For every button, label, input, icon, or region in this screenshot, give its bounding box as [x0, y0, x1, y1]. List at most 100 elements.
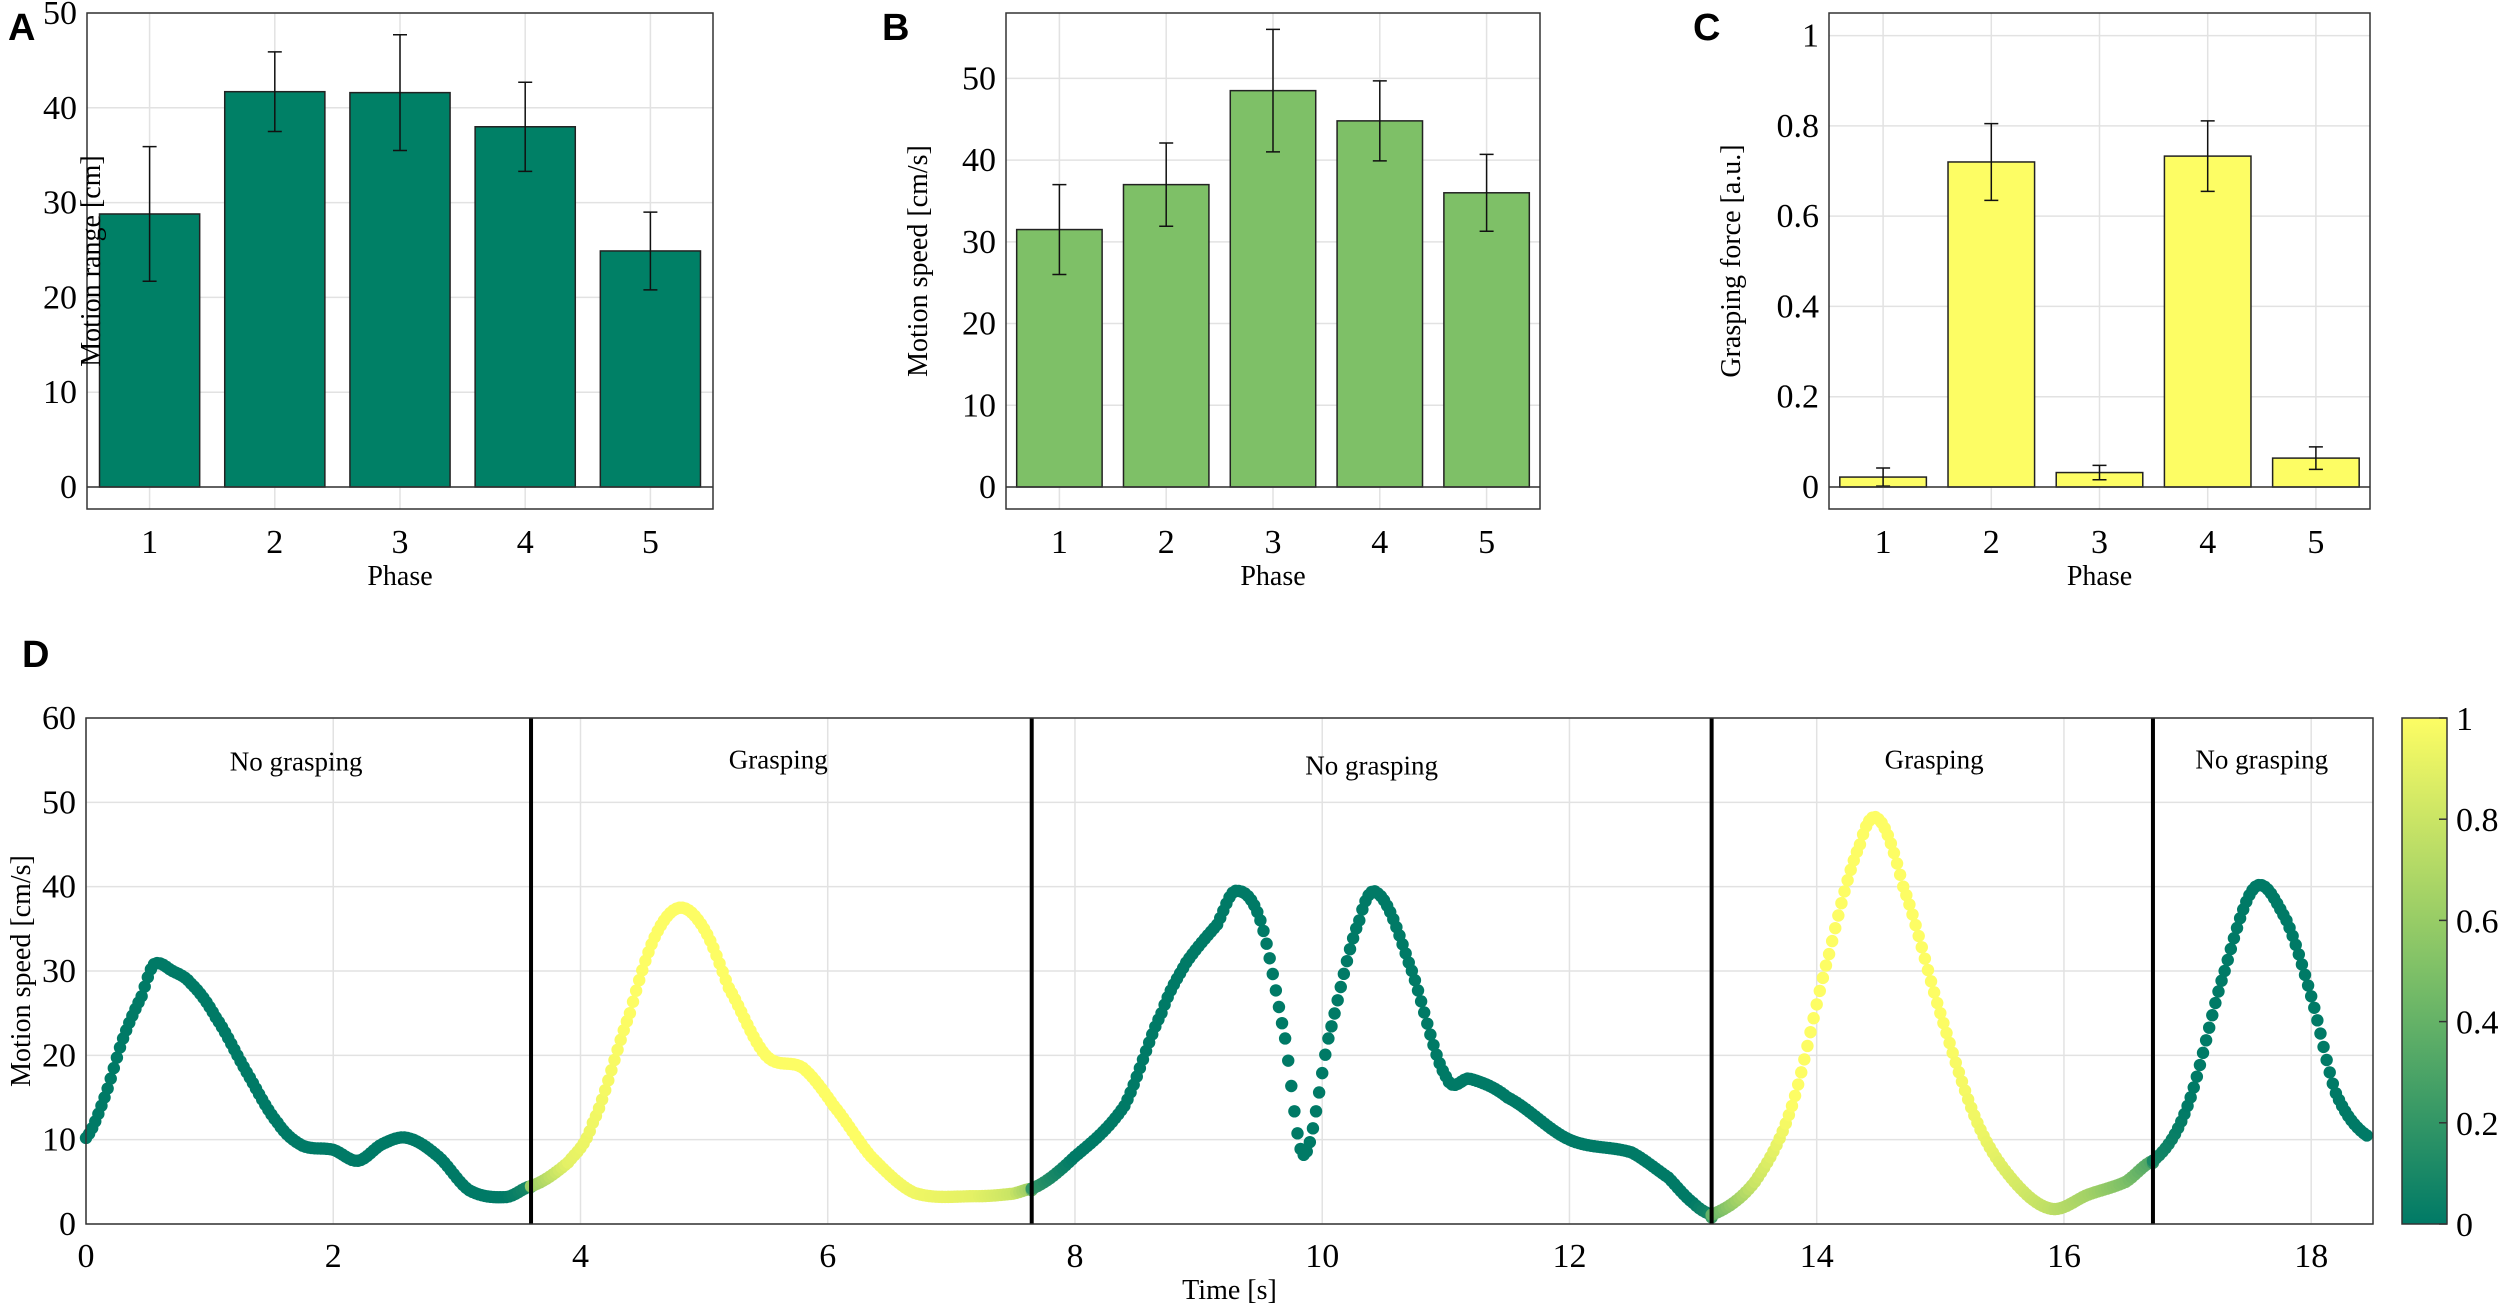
- colorbar-tick-label: 0.8: [2456, 802, 2499, 839]
- speed-point: [1825, 934, 1839, 948]
- error-bar-a-1: [142, 145, 157, 283]
- speed-point: [1275, 1016, 1289, 1030]
- x-tick-label-b: 3: [1265, 524, 1282, 561]
- speed-point: [2304, 990, 2318, 1003]
- speed-point: [1927, 986, 1941, 999]
- colorbar-tick-label: 0.4: [2456, 1005, 2499, 1042]
- x-tick-label-d: 16: [2047, 1238, 2081, 1275]
- y-tick-label-b: 20: [962, 306, 996, 343]
- speed-point: [1269, 984, 1283, 997]
- plot-frame-d: [85, 717, 2374, 1225]
- speed-point: [626, 995, 640, 1008]
- bar-c-2: [1947, 161, 2036, 488]
- speed-point: [2196, 1046, 2210, 1060]
- error-bar-a-5: [643, 211, 658, 291]
- speed-point: [2212, 985, 2225, 998]
- speed-point: [1940, 1026, 1953, 1040]
- speed-point: [1316, 1066, 1329, 1080]
- speed-point: [2323, 1066, 2336, 1079]
- x-tick-label-d: 8: [1066, 1238, 1083, 1275]
- speed-point: [2203, 1021, 2216, 1034]
- x-tick-label-d: 0: [78, 1238, 95, 1275]
- bar-chart-b: 0 10 20 30 40 50 1 2 3 4 5 Phase Motion speed [cm/s]: [903, 12, 1541, 592]
- error-bar-b-5: [1479, 153, 1494, 232]
- speed-point: [1260, 937, 1273, 950]
- speed-point: [623, 1006, 637, 1020]
- speed-point: [1924, 975, 1938, 988]
- speed-point: [138, 980, 151, 993]
- speed-point: [1788, 1089, 1802, 1103]
- error-bar-b-2: [1159, 142, 1174, 228]
- speed-point: [1915, 941, 1928, 954]
- speed-point: [2224, 942, 2238, 956]
- x-tick-label-b: 2: [1158, 524, 1175, 561]
- panel-letter-a: A: [8, 7, 35, 49]
- x-tick-label-d: 14: [1800, 1238, 1834, 1275]
- speed-point: [608, 1053, 621, 1067]
- speed-point: [1266, 967, 1279, 981]
- speed-point: [2326, 1077, 2340, 1090]
- speed-point: [1282, 1054, 1295, 1067]
- bar-a-4: [474, 126, 577, 488]
- bar-b-3: [1229, 89, 1317, 488]
- speed-point: [1319, 1048, 1332, 1061]
- x-tick-label-c: 1: [1875, 524, 1892, 561]
- speed-point: [605, 1064, 618, 1077]
- speed-point: [1312, 1086, 1326, 1099]
- speed-point: [2187, 1081, 2200, 1094]
- speed-point: [595, 1093, 609, 1106]
- speed-point: [2221, 953, 2234, 967]
- speed-point: [614, 1033, 627, 1047]
- speed-point: [1411, 984, 1425, 997]
- speed-point: [1303, 1135, 1317, 1149]
- speed-point: [2190, 1070, 2204, 1083]
- speed-point: [1353, 914, 1366, 927]
- y-tick-label-c: 0: [1802, 469, 1819, 506]
- error-bar-a-3: [393, 34, 407, 152]
- y-tick-label-a: 0: [60, 469, 77, 506]
- bar-chart-a: 0 10 20 30 40 50 1 2 3 4 5 Phase Motion range [cm]: [43, 0, 714, 592]
- speed-point: [1918, 952, 1932, 965]
- speed-point: [1804, 1025, 1817, 1039]
- speed-point: [2289, 938, 2302, 952]
- y-axis-label-a: Motion range [cm]: [76, 155, 107, 367]
- plot-frame-c: [1828, 12, 2371, 510]
- speed-point: [2193, 1058, 2207, 1072]
- speed-point: [1254, 914, 1267, 927]
- y-axis-label-c: Grasping force [a.u.]: [1716, 144, 1747, 377]
- x-tick-label-a: 2: [266, 524, 283, 561]
- speed-point: [1844, 863, 1857, 877]
- colorbar-tick-label: 0.6: [2456, 903, 2499, 940]
- speed-point: [1291, 1127, 1304, 1140]
- colorbar: 0 0.2 0.4 0.6 0.8 1: [2401, 701, 2499, 1244]
- speed-point: [1887, 846, 1901, 860]
- speed-point: [1795, 1066, 1808, 1079]
- speed-point: [1306, 1122, 1320, 1135]
- error-bar-a-2: [267, 51, 282, 133]
- error-bar-c-1: [1876, 467, 1891, 487]
- speed-point: [1890, 857, 1904, 870]
- x-tick-label-a: 5: [642, 524, 659, 561]
- speed-point: [1813, 984, 1826, 998]
- speed-point: [1819, 959, 1833, 972]
- speed-point: [1288, 1105, 1301, 1118]
- y-tick-label-d: 20: [42, 1037, 76, 1074]
- speed-point: [1832, 909, 1845, 922]
- error-bar-c-3: [2092, 464, 2107, 481]
- bar-chart-c: 0 0.2 0.4 0.6 0.8 1 1 2 3 4 5 Phase Grasping force […: [1716, 12, 2371, 592]
- panel-letter-d: D: [22, 634, 49, 676]
- speed-point: [1946, 1046, 1959, 1060]
- speed-point: [2317, 1040, 2330, 1054]
- y-tick-label-b: 0: [979, 469, 996, 506]
- speed-point: [2184, 1091, 2197, 1104]
- speed-point: [1801, 1039, 1814, 1053]
- speed-point: [1278, 1032, 1292, 1045]
- bar-a-2: [223, 90, 326, 488]
- speed-point: [104, 1072, 117, 1085]
- speed-point: [2298, 968, 2312, 982]
- speed-point: [1414, 995, 1428, 1008]
- speed-point: [1841, 874, 1854, 887]
- x-tick-label-c: 2: [1983, 524, 2000, 561]
- error-bar-b-4: [1372, 80, 1387, 162]
